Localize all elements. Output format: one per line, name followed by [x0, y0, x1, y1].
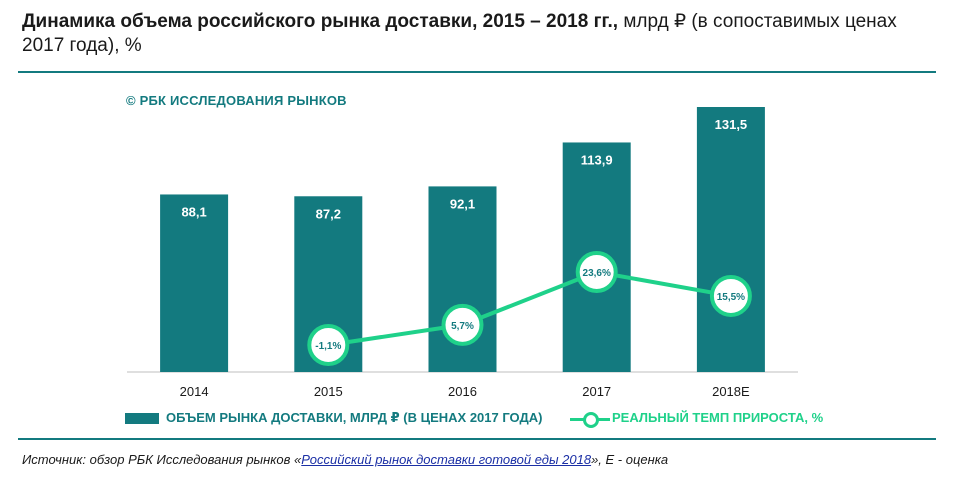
x-tick-label: 2014	[180, 384, 209, 399]
legend-line-marker	[583, 412, 599, 428]
bottom-divider	[18, 438, 936, 440]
legend-line-label: РЕАЛЬНЫЙ ТЕМП ПРИРОСТА, %	[612, 410, 824, 425]
source-note: Источник: обзор РБК Исследования рынков …	[22, 452, 668, 467]
growth-point	[709, 274, 752, 317]
source-link[interactable]: Российский рынок доставки готовой еды 20…	[301, 452, 592, 467]
legend-bar-label: ОБЪЕМ РЫНКА ДОСТАВКИ, МЛРД ₽ (В ЦЕНАХ 20…	[166, 410, 543, 425]
bar-value-label: 131,5	[715, 117, 748, 132]
growth-point	[307, 324, 350, 366]
title-bold: Динамика объема российского рынка достав…	[22, 11, 619, 32]
x-tick-label: 2015	[314, 384, 343, 399]
growth-value-label: 15,5%	[717, 292, 745, 303]
title-rest: млрд ₽ (в сопоставимых ценах 2017 года),…	[22, 11, 897, 56]
x-tick-label: 2016	[448, 384, 477, 399]
copyright-label: © РБК ИССЛЕДОВАНИЯ РЫНКОВ	[126, 93, 347, 108]
growth-point	[575, 251, 618, 293]
growth-line	[328, 270, 732, 347]
growth-value-label: 23,6%	[583, 268, 611, 279]
bar-2018E	[696, 107, 765, 372]
source-suffix: », Е - оценка	[591, 452, 669, 467]
growth-value-label: 5,7%	[451, 321, 474, 332]
source-prefix: Источник: обзор РБК Исследования рынков …	[22, 452, 302, 467]
growth-point	[441, 303, 484, 346]
x-tick-label: 2018E	[712, 384, 750, 399]
x-tick-label: 2017	[582, 384, 611, 399]
growth-value-label: -1,1%	[315, 341, 341, 352]
bar-value-label: 92,1	[450, 196, 475, 211]
bar-value-label: 113,9	[581, 152, 613, 167]
page-title: Динамика объема российского рынка достав…	[22, 10, 922, 58]
bar-value-label: 87,2	[316, 206, 341, 221]
top-divider	[18, 71, 936, 73]
bar-2014	[160, 194, 229, 372]
bar-value-label: 88,1	[181, 204, 206, 219]
legend-bar-swatch	[125, 413, 159, 424]
